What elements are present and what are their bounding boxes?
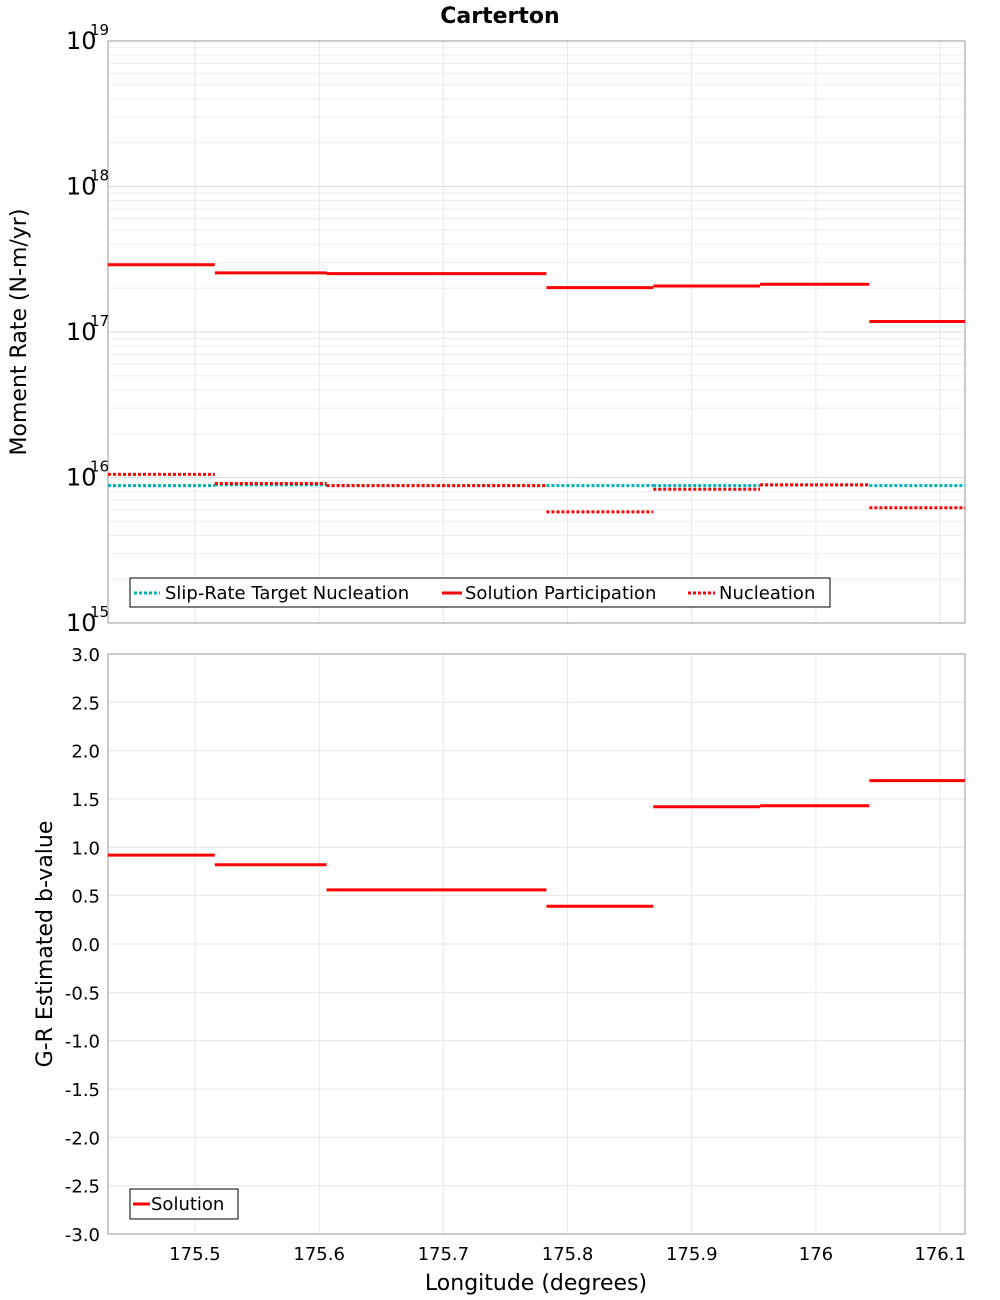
x-axis-label: Longitude (degrees) <box>425 1271 647 1296</box>
y-tick-label: -2.5 <box>65 1177 100 1198</box>
y-tick-label: 0.0 <box>71 935 100 956</box>
bottom-grid <box>108 653 965 1235</box>
bottom-y-tick-labels: -3.0 -2.5 -2.0 -1.5 -1.0 -0.5 0.0 0.5 1.0 1.5 2.0 2… <box>65 645 100 1246</box>
x-tick-labels: 175.5 175.6 175.7 175.8 175.9 176 176.1 <box>169 1244 966 1265</box>
y-tick-label: 1.0 <box>71 838 100 859</box>
y-tick-label: -3.0 <box>65 1225 100 1246</box>
chart-title: Carterton <box>440 4 559 29</box>
y-tick-exponent: 16 <box>90 458 109 476</box>
legend-label-solution: Solution <box>151 1194 224 1215</box>
y-tick-label: -1.5 <box>65 1080 100 1101</box>
y-tick-label: 0.5 <box>71 887 100 908</box>
x-tick-label: 175.7 <box>418 1244 470 1265</box>
legend-label-solution-participation: Solution Participation <box>465 583 656 604</box>
y-tick-label: -2.0 <box>65 1128 100 1149</box>
y-tick-label: -0.5 <box>65 983 100 1004</box>
y-tick-label: 10 <box>66 318 97 346</box>
y-tick-label: 1.5 <box>71 790 100 811</box>
x-tick-label: 175.9 <box>666 1244 718 1265</box>
y-tick-exponent: 18 <box>90 167 109 185</box>
bottom-series <box>108 779 965 908</box>
y-tick-label: -1.0 <box>65 1032 100 1053</box>
x-tick-label: 176 <box>799 1244 833 1265</box>
y-tick-label: 10 <box>66 173 97 201</box>
bottom-plot-frame <box>107 653 966 1235</box>
y-tick-label: 2.5 <box>71 693 100 714</box>
top-grid <box>108 41 965 624</box>
x-tick-label: 176.1 <box>914 1244 966 1265</box>
x-tick-label: 175.8 <box>542 1244 594 1265</box>
y-tick-exponent: 19 <box>90 21 109 39</box>
y-tick-exponent: 17 <box>90 312 109 330</box>
legend-label-nucleation: Nucleation <box>719 583 815 604</box>
bottom-y-axis-label: G-R Estimated b-value <box>33 821 58 1068</box>
top-series <box>108 263 965 514</box>
x-tick-label: 175.6 <box>293 1244 345 1265</box>
top-legend: Slip-Rate Target Nucleation Solution Par… <box>129 577 831 608</box>
bottom-panel: -3.0 -2.5 -2.0 -1.5 -1.0 -0.5 0.0 0.5 1.0 1.5 2.0 2… <box>33 645 966 1296</box>
x-tick-label: 175.5 <box>169 1244 221 1265</box>
y-tick-label: 2.0 <box>71 742 100 763</box>
bottom-legend: Solution <box>129 1188 239 1220</box>
top-plot-frame <box>107 40 966 624</box>
y-tick-label: 10 <box>66 464 97 492</box>
y-tick-label: 10 <box>66 27 97 55</box>
top-y-axis-label: Moment Rate (N-m/yr) <box>7 209 32 456</box>
y-tick-exponent: 15 <box>90 603 109 621</box>
y-tick-label: 3.0 <box>71 645 100 666</box>
y-tick-label: 10 <box>66 609 97 637</box>
legend-label-slip-rate: Slip-Rate Target Nucleation <box>165 583 409 604</box>
